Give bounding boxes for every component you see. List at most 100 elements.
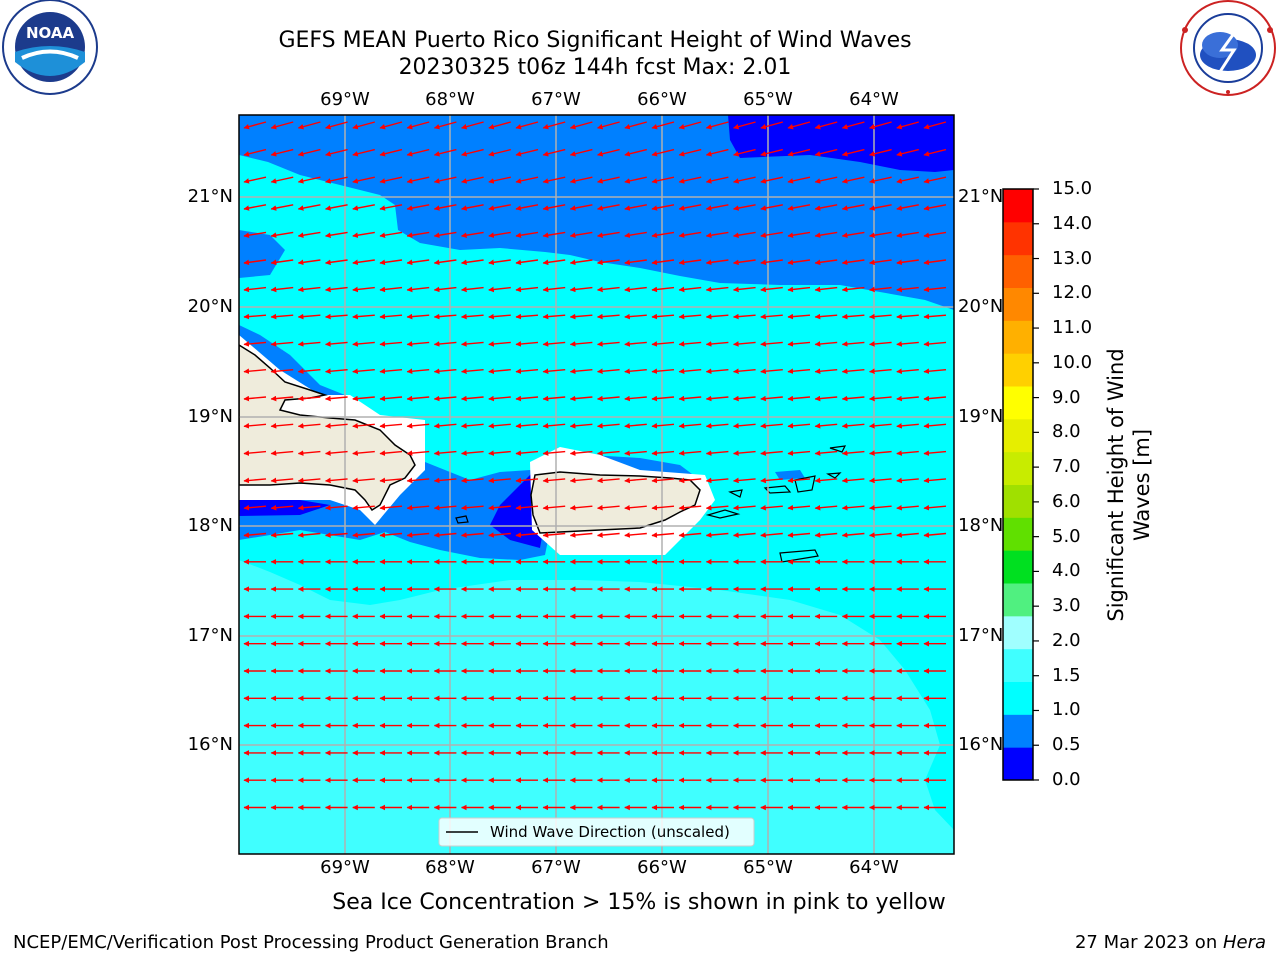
wave-direction-arrow (923, 477, 947, 484)
wave-direction-arrow (352, 313, 375, 320)
wave-direction-arrow (542, 286, 566, 293)
wave-direction-arrow (488, 204, 511, 211)
wave-direction-arrow (569, 477, 593, 484)
wave-direction-arrow (624, 450, 647, 456)
wave-direction-arrow (814, 532, 838, 538)
colorbar-tick-label: 2.0 (1052, 629, 1081, 651)
lat-label-right: 19°N (958, 406, 1004, 427)
wave-direction-arrow (705, 368, 729, 375)
wave-direction-arrow (733, 313, 756, 320)
lon-label-bottom: 65°W (743, 857, 793, 878)
wave-direction-arrow (488, 395, 511, 402)
wave-direction-arrow (461, 259, 484, 266)
wave-direction-arrow (678, 313, 702, 320)
colorbar-segment (1003, 484, 1033, 518)
colorbar-segment (1003, 451, 1033, 485)
wave-direction-arrow (597, 477, 620, 484)
wave-direction-arrow (814, 286, 838, 293)
wave-direction-arrow (515, 477, 539, 484)
wave-direction-arrow (787, 286, 811, 293)
wave-direction-arrow (352, 204, 375, 211)
wave-direction-arrow (542, 450, 566, 456)
wave-direction-arrow (515, 368, 539, 375)
wave-direction-arrow (705, 176, 729, 184)
island-culebra (728, 489, 743, 498)
wave-direction-arrow (379, 477, 403, 484)
wave-direction-arrow (651, 423, 675, 429)
wave-direction-arrow (651, 176, 675, 184)
wave-direction-arrow (270, 121, 294, 130)
wave-direction-arrow (270, 341, 294, 347)
wave-direction-arrow (297, 532, 321, 538)
wave-direction-arrow (542, 313, 566, 320)
wave-direction-arrow (923, 341, 947, 347)
wave-direction-arrow (597, 450, 620, 456)
wave-direction-arrow (841, 231, 865, 238)
wave-direction-arrow (814, 450, 838, 456)
wave-direction-arrow (705, 532, 729, 538)
wave-direction-arrow (243, 148, 267, 157)
wave-direction-arrow (760, 477, 783, 484)
wave-direction-arrow (325, 477, 348, 484)
wave-direction-arrow (760, 423, 783, 429)
wave-direction-arrow (597, 176, 620, 184)
wave-direction-arrow (542, 259, 566, 266)
wave-direction-arrow (433, 477, 457, 484)
svg-text:Waves [m]: Waves [m] (1130, 429, 1154, 541)
lat-label-right: 18°N (958, 515, 1004, 536)
wave-direction-arrow (270, 504, 294, 511)
wave-direction-arrow (352, 121, 375, 130)
wave-direction-arrow (814, 368, 838, 375)
wave-direction-arrow (923, 395, 947, 402)
wave-direction-arrow (896, 259, 919, 266)
wave-direction-arrow (841, 259, 865, 266)
wave-direction-arrow (433, 450, 457, 456)
wave-direction-arrow (569, 231, 593, 238)
wave-direction-arrow (297, 148, 321, 157)
wave-direction-arrow (379, 450, 403, 456)
lon-label-bottom: 68°W (425, 857, 475, 878)
colorbar-segment (1003, 353, 1033, 387)
wave-direction-arrow (597, 341, 620, 347)
lon-label-top: 67°W (531, 89, 581, 110)
wave-direction-arrow (624, 148, 647, 157)
wave-direction-arrow (461, 423, 484, 429)
wave-direction-arrow (433, 341, 457, 347)
colorbar-tick-label: 8.0 (1052, 421, 1081, 443)
wave-direction-arrow (787, 450, 811, 456)
colorbar-segment (1003, 418, 1033, 453)
map-title: GEFS MEAN Puerto Rico Significant Height… (278, 28, 912, 53)
wave-direction-arrow (814, 423, 838, 429)
wave-direction-arrow (515, 532, 539, 538)
wave-direction-arrow (379, 231, 403, 238)
wave-direction-arrow (869, 477, 892, 484)
wave-direction-arrow (678, 204, 702, 211)
colorbar-segment (1003, 320, 1033, 354)
wave-direction-arrow (488, 313, 511, 320)
wave-direction-arrow (542, 148, 566, 157)
wave-direction-arrow (379, 121, 403, 130)
wave-direction-arrow (896, 148, 919, 157)
wave-direction-arrow (515, 204, 539, 211)
wave-direction-arrow (488, 341, 511, 347)
wave-direction-arrow (869, 423, 892, 429)
wave-direction-arrow (325, 395, 348, 402)
wave-direction-arrow (379, 286, 403, 293)
wave-direction-arrow (461, 368, 484, 375)
wave-direction-arrow (814, 341, 838, 347)
wave-direction-arrow (406, 532, 430, 538)
wave-direction-arrow (243, 204, 267, 211)
wave-direction-arrow (678, 286, 702, 293)
wave-direction-arrow (705, 148, 729, 157)
wave-direction-arrow (841, 423, 865, 429)
colorbar-segment (1003, 615, 1033, 650)
wave-direction-arrow (542, 532, 566, 538)
wave-direction-arrow (733, 148, 756, 157)
wave-direction-arrow (433, 395, 457, 402)
wave-direction-arrow (515, 423, 539, 429)
wave-direction-arrow (406, 121, 430, 130)
wave-direction-arrow (297, 259, 321, 266)
lat-label-left: 21°N (187, 186, 233, 207)
wave-direction-arrow (297, 477, 321, 484)
